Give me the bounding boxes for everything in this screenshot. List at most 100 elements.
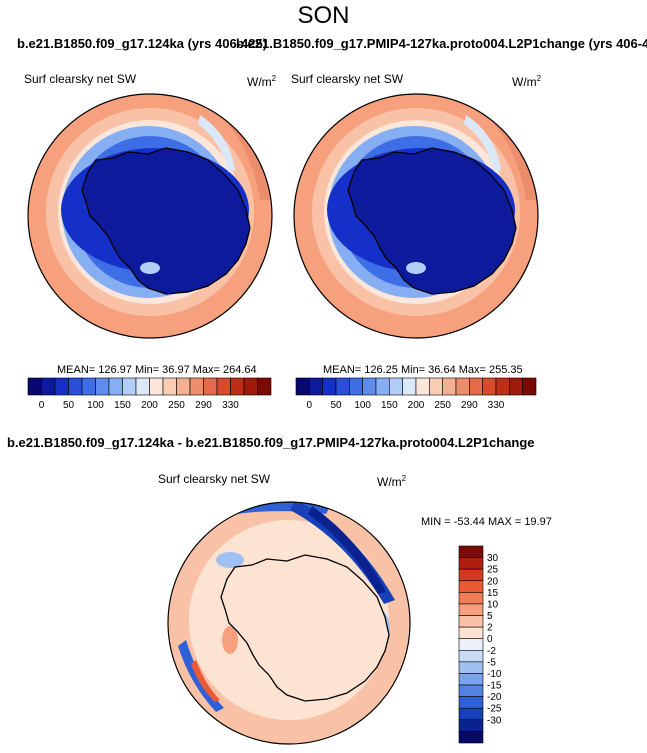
units-right: W/m2 — [512, 74, 542, 89]
colorbar-difference-tick-label: 20 — [487, 576, 499, 587]
colorbar-left-tick-label: 290 — [195, 400, 212, 411]
colorbar-right-swatch — [402, 377, 417, 396]
page-title: SON — [297, 2, 350, 29]
case-title-left: b.e21.B1850.f09_g17.124ka (yrs 406-425) — [17, 36, 268, 51]
colorbar-difference-tick-label: -5 — [487, 657, 496, 668]
colorbar-right-swatch — [389, 377, 403, 396]
colorbar-difference-tick-label: 25 — [487, 565, 499, 576]
colorbar-right-swatch — [522, 377, 537, 396]
colorbar-left-swatch — [243, 377, 258, 396]
colorbar-difference-tick-label: -15 — [487, 681, 502, 692]
colorbar-right: 0 50 100 150 200 250 290 330 — [295, 377, 537, 411]
colorbar-left-swatch — [176, 377, 191, 396]
colorbar-left-swatch — [162, 377, 177, 396]
difference-units: W/m2 — [377, 474, 407, 489]
colorbar-difference-tick-label: -10 — [487, 669, 502, 680]
colorbar-difference-tick-label: 2 — [487, 623, 493, 634]
colorbar-left-swatch — [149, 377, 164, 396]
colorbar-left-tick-label: 50 — [63, 400, 75, 411]
colorbar-difference-swatch — [458, 603, 484, 616]
colorbar-difference-tick-label: 15 — [487, 588, 499, 599]
colorbar-difference-swatch — [458, 731, 484, 744]
colorbar-left-swatch — [189, 377, 204, 396]
colorbar-difference-tick-label: -20 — [487, 692, 502, 703]
colorbar-right-swatch — [335, 377, 350, 396]
colorbar-left-tick-label: 330 — [222, 400, 239, 411]
panel-label-left: Surf clearsky net SW — [24, 72, 137, 86]
colorbar-difference-swatch — [458, 707, 484, 721]
colorbar-right-tick-label: 250 — [434, 400, 451, 411]
colorbar-difference-swatch — [458, 661, 484, 674]
colorbar-difference-tick-label: -25 — [487, 704, 502, 715]
stats-left: MEAN= 126.97 Min= 36.97 Max= 264.64 — [57, 364, 257, 376]
stats-right: MEAN= 126.25 Min= 36.64 Max= 255.35 — [323, 364, 523, 376]
colorbar-right-swatch — [295, 377, 310, 396]
colorbar-difference-swatch — [458, 684, 484, 697]
colorbar-right-swatch — [362, 377, 377, 396]
colorbar-right-swatch — [509, 377, 523, 396]
colorbar-left-swatch — [68, 377, 83, 396]
colorbar-right-swatch — [415, 377, 430, 396]
colorbar-left-tick-label: 200 — [141, 400, 158, 411]
colorbar-left: 0 50 100 150 200 250 290 330 — [27, 377, 272, 411]
colorbar-left-swatch — [41, 377, 56, 396]
colorbar-right-swatch — [375, 377, 390, 396]
map-left — [27, 93, 273, 339]
map-right — [293, 93, 539, 339]
colorbar-difference-swatch — [458, 615, 484, 628]
difference-stats: MIN = -53.44 MAX = 19.97 — [421, 516, 552, 528]
colorbar-difference-swatch — [458, 638, 484, 651]
colorbar-left-swatch — [108, 377, 123, 396]
colorbar-left-swatch — [203, 377, 218, 396]
colorbar-right-tick-label: 50 — [330, 400, 342, 411]
colorbar-left-swatch — [216, 377, 231, 396]
colorbar-left-swatch — [81, 377, 96, 396]
colorbar-left-tick-label: 150 — [114, 400, 131, 411]
colorbar-right-swatch — [469, 377, 483, 396]
colorbar-right-swatch — [429, 377, 443, 396]
colorbar-right-tick-label: 200 — [408, 400, 425, 411]
colorbar-difference-swatch — [458, 592, 484, 605]
colorbar-right-tick-label: 330 — [488, 400, 505, 411]
colorbar-difference-swatch — [458, 673, 484, 686]
difference-title: b.e21.B1850.f09_g17.124ka - b.e21.B1850.… — [7, 435, 535, 450]
colorbar-left-tick-label: 0 — [39, 400, 45, 411]
colorbar-difference-swatch — [458, 557, 484, 570]
map-difference — [167, 501, 411, 745]
colorbar-right-swatch — [309, 377, 323, 396]
colorbar-difference-tick-label: 5 — [487, 611, 493, 622]
colorbar-difference-tick-label: -30 — [487, 715, 502, 726]
colorbar-left-tick-label: 250 — [168, 400, 185, 411]
colorbar-left-swatch — [257, 377, 272, 396]
colorbar-right-swatch — [322, 377, 337, 396]
colorbar-right-tick-label: 290 — [461, 400, 478, 411]
case-title-right: b.e21.B1850.f09_g17.PMIP4-127ka.proto004… — [236, 36, 647, 51]
colorbar-difference-tick-label: 30 — [487, 553, 499, 564]
colorbar-difference-tick-label: 10 — [487, 599, 499, 610]
colorbar-right-tick-label: 100 — [354, 400, 371, 411]
colorbar-left-swatch — [27, 377, 42, 396]
colorbar-left-swatch — [230, 377, 245, 396]
colorbar-difference-tick-label: -2 — [487, 646, 496, 657]
colorbar-difference-swatch — [458, 696, 484, 709]
colorbar-difference-swatch — [458, 568, 484, 582]
colorbar-right-swatch — [482, 377, 497, 396]
colorbar-difference-tick-label: 0 — [487, 634, 493, 645]
colorbar-right-swatch — [442, 377, 457, 396]
colorbar-left-swatch — [95, 377, 110, 396]
colorbar-difference-swatch — [458, 626, 484, 640]
colorbar-difference-swatch — [458, 545, 484, 558]
units-left: W/m2 — [247, 74, 277, 89]
colorbar-right-swatch — [495, 377, 510, 396]
colorbar-difference-swatch — [458, 649, 484, 663]
colorbar-left-tick-label: 100 — [87, 400, 104, 411]
difference-panel-label: Surf clearsky net SW — [158, 472, 271, 486]
colorbar-difference-swatch — [458, 719, 484, 732]
panel-label-right: Surf clearsky net SW — [291, 72, 404, 86]
colorbar-left-swatch — [135, 377, 150, 396]
colorbar-right-tick-label: 150 — [381, 400, 398, 411]
colorbar-right-swatch — [349, 377, 363, 396]
colorbar-right-tick-label: 0 — [307, 400, 313, 411]
